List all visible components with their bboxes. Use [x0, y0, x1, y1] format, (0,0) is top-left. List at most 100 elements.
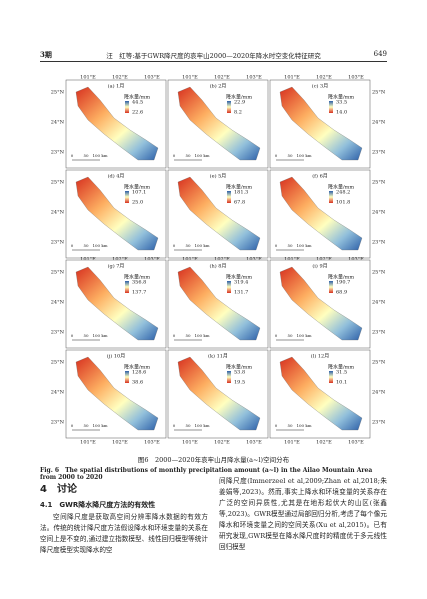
- scale-label: 0: [71, 153, 74, 158]
- lon-label: 101°E: [284, 257, 300, 263]
- lat-label: 25°N: [51, 180, 65, 186]
- scale-label: 50: [287, 153, 293, 158]
- mountain-map: [75, 86, 159, 161]
- lon-label: 101°E: [284, 440, 300, 446]
- paragraph: 空间降尺度是获取高空间分辨率降水数据的有效方法。传统的统计降尺度方法假设降水和环…: [40, 513, 208, 554]
- scale-label: 50: [287, 423, 293, 428]
- lon-label: 103°E: [246, 257, 262, 263]
- lon-label: 103°E: [246, 75, 262, 81]
- scale-label: 100 km: [296, 243, 311, 248]
- scale-label: 50: [287, 333, 293, 338]
- panel-label: (k) 11月: [208, 353, 228, 360]
- panel-label: (c) 3月: [312, 83, 328, 90]
- legend-title: 降水量/mm: [124, 184, 150, 191]
- lat-label: 24°N: [372, 120, 386, 126]
- panel-label: (d) 4月: [108, 173, 125, 180]
- legend-title: 降水量/mm: [328, 274, 354, 281]
- lat-label: 24°N: [51, 120, 65, 126]
- legend-title: 降水量/mm: [124, 364, 150, 371]
- lat-label: 25°N: [372, 360, 386, 366]
- scale-label: 50: [83, 423, 89, 428]
- lon-label: 103°E: [348, 75, 364, 81]
- legend-max: 31.5: [336, 370, 347, 376]
- scale-label: 100 km: [296, 153, 311, 158]
- panel-label: (a) 1月: [108, 83, 125, 90]
- legend-bar: [125, 191, 129, 203]
- lon-label: 102°E: [214, 75, 230, 81]
- legend-title: 降水量/mm: [226, 274, 252, 281]
- legend-min: 10.1: [336, 380, 347, 386]
- scale-label: 100 km: [194, 153, 209, 158]
- lat-label: 24°N: [372, 210, 386, 216]
- legend-min: 14.0: [336, 110, 347, 116]
- legend-title: 降水量/mm: [226, 94, 252, 101]
- mountain-map: [177, 266, 261, 341]
- lon-label: 103°E: [348, 440, 364, 446]
- lon-label: 103°E: [246, 440, 262, 446]
- scale-label: 100 km: [92, 423, 107, 428]
- panel-label: (b) 2月: [210, 83, 227, 90]
- lat-label: 23°N: [372, 420, 386, 426]
- panel-label: (e) 5月: [210, 173, 227, 180]
- mountain-map: [177, 176, 261, 251]
- legend-max: 128.6: [132, 370, 146, 376]
- legend-bar: [329, 281, 333, 293]
- legend-max: 248.2: [336, 190, 350, 196]
- scale-label: 0: [71, 243, 74, 248]
- lon-label: 102°E: [112, 75, 128, 81]
- legend-bar: [227, 371, 231, 383]
- legend-min: 68.9: [336, 290, 347, 296]
- caption-en: Fig. 6 The spatial distributions of mont…: [40, 467, 373, 481]
- lon-label: 101°E: [182, 75, 198, 81]
- panel-label: (g) 7月: [108, 263, 125, 270]
- lat-label: 25°N: [372, 90, 386, 96]
- scale-label: 100 km: [92, 153, 107, 158]
- scale-label: 0: [173, 153, 176, 158]
- lon-label: 101°E: [80, 257, 96, 263]
- lat-label: 25°N: [372, 180, 386, 186]
- mountain-map: [279, 86, 363, 161]
- scale-label: 0: [275, 333, 278, 338]
- scale-label: 100 km: [194, 243, 209, 248]
- mountain-map: [279, 176, 363, 251]
- scale-label: 0: [173, 243, 176, 248]
- lat-label: 23°N: [372, 240, 386, 246]
- legend-max: 44.5: [132, 100, 143, 106]
- mountain-map: [279, 356, 363, 431]
- scale-label: 50: [185, 333, 191, 338]
- page-number: 649: [373, 50, 387, 58]
- lon-label: 103°E: [348, 257, 364, 263]
- lon-label: 102°E: [316, 440, 332, 446]
- lat-label: 23°N: [372, 330, 386, 336]
- legend-bar: [125, 281, 129, 293]
- legend-title: 降水量/mm: [328, 364, 354, 371]
- legend-bar: [125, 371, 129, 383]
- scale-label: 100 km: [194, 333, 209, 338]
- legend-min: 19.5: [234, 380, 245, 386]
- lat-label: 23°N: [51, 150, 65, 156]
- panel-label: (l) 12月: [311, 353, 329, 360]
- lat-label: 25°N: [51, 90, 65, 96]
- legend-bar: [329, 191, 333, 203]
- legend-max: 190.7: [336, 280, 350, 286]
- lon-label: 101°E: [182, 257, 198, 263]
- legend-bar: [125, 101, 129, 113]
- scale-label: 0: [173, 423, 176, 428]
- lat-label: 25°N: [51, 270, 65, 276]
- subsection-heading: 4.1 GWR降水降尺度方法的有效性: [40, 501, 156, 509]
- scale-label: 0: [173, 333, 176, 338]
- lat-label: 23°N: [51, 330, 65, 336]
- legend-min: 8.2: [234, 110, 242, 116]
- mountain-map: [75, 176, 159, 251]
- lat-label: 24°N: [51, 210, 65, 216]
- scale-label: 0: [275, 153, 278, 158]
- lon-label: 102°E: [214, 257, 230, 263]
- lat-label: 24°N: [372, 390, 386, 396]
- lat-label: 24°N: [51, 390, 65, 396]
- paragraph: 间降尺度(Immerzeel et al,2009;Zhan et al,201…: [219, 477, 387, 551]
- lon-label: 101°E: [80, 440, 96, 446]
- scale-label: 50: [185, 243, 191, 248]
- lat-label: 23°N: [51, 420, 65, 426]
- mountain-map: [177, 86, 261, 161]
- scale-label: 50: [185, 423, 191, 428]
